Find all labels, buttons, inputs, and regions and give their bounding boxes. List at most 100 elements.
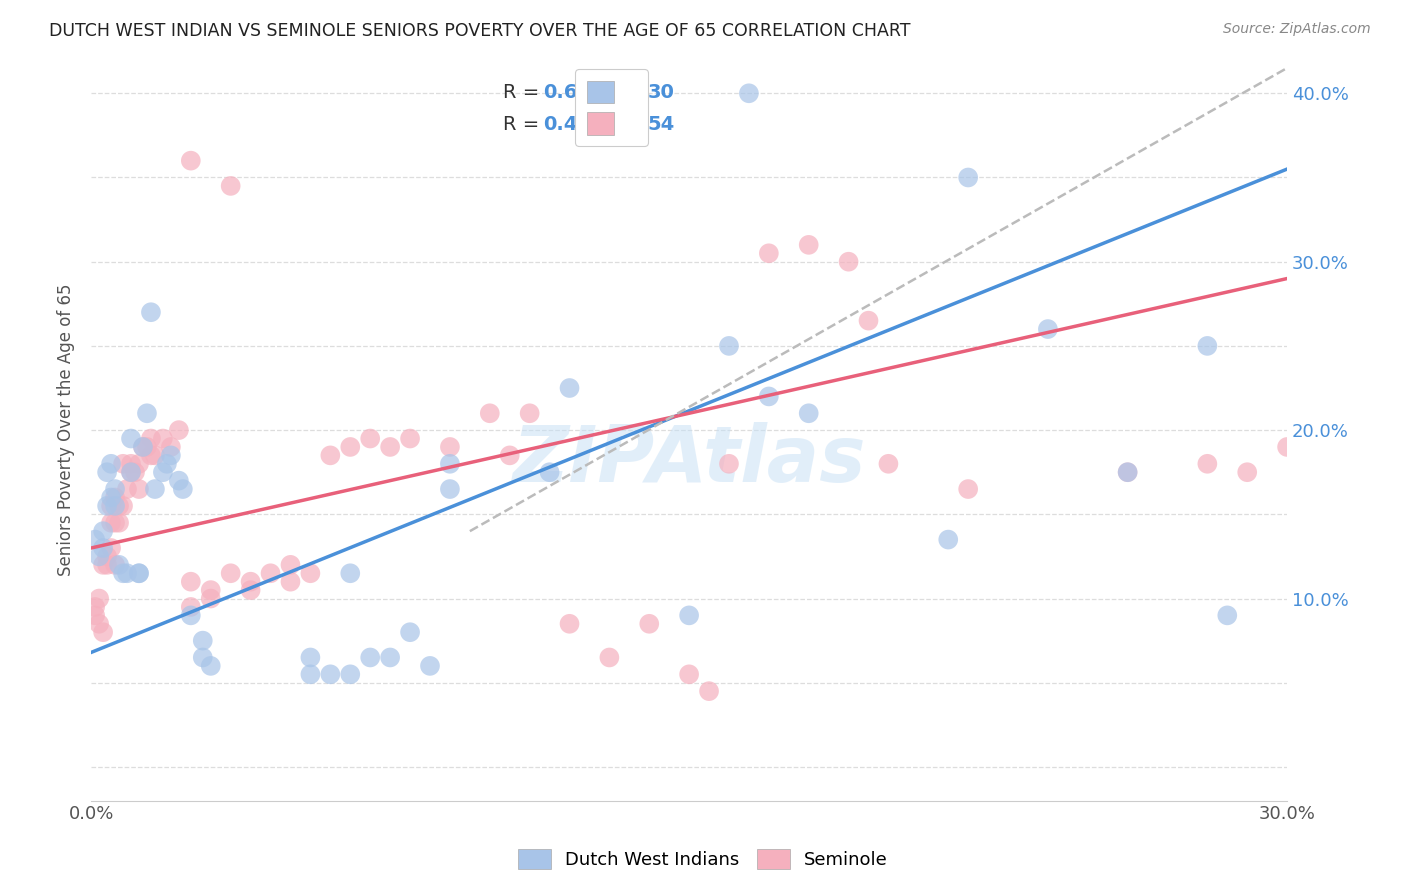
Point: [139, 305, 162, 319]
Point: [519, 406, 541, 420]
Point: [439, 457, 461, 471]
Point: [738, 87, 761, 101]
Point: [96, 465, 118, 479]
Point: [339, 667, 361, 681]
Point: [180, 153, 202, 168]
Point: [717, 457, 740, 471]
Point: [191, 650, 214, 665]
Point: [678, 608, 700, 623]
Point: [797, 406, 820, 420]
Point: [128, 457, 150, 471]
Point: [167, 423, 190, 437]
Point: [167, 474, 190, 488]
Point: [91, 558, 114, 572]
Text: 30: 30: [647, 83, 673, 102]
Point: [957, 482, 980, 496]
Point: [104, 482, 127, 496]
Point: [91, 625, 114, 640]
Text: DUTCH WEST INDIAN VS SEMINOLE SENIORS POVERTY OVER THE AGE OF 65 CORRELATION CHA: DUTCH WEST INDIAN VS SEMINOLE SENIORS PO…: [49, 22, 911, 40]
Point: [838, 254, 860, 268]
Point: [558, 616, 581, 631]
Point: [84, 599, 107, 614]
Point: [124, 465, 146, 479]
Point: [399, 625, 422, 640]
Point: [172, 482, 194, 496]
Point: [152, 432, 174, 446]
Point: [638, 616, 661, 631]
Point: [120, 465, 142, 479]
Point: [797, 238, 820, 252]
Point: [104, 499, 127, 513]
Point: [128, 566, 150, 581]
Point: [758, 246, 780, 260]
Point: [378, 440, 401, 454]
Point: [100, 491, 122, 505]
Legend: Dutch West Indians, Seminole: Dutch West Indians, Seminole: [509, 839, 897, 879]
Text: 54: 54: [647, 115, 675, 135]
Point: [91, 541, 114, 555]
Point: [299, 566, 322, 581]
Point: [112, 499, 135, 513]
Text: Source: ZipAtlas.com: Source: ZipAtlas.com: [1223, 22, 1371, 37]
Point: [180, 574, 202, 589]
Point: [1197, 457, 1219, 471]
Point: [239, 583, 262, 598]
Point: [299, 650, 322, 665]
Point: [112, 566, 135, 581]
Point: [132, 440, 155, 454]
Point: [104, 491, 127, 505]
Point: [758, 389, 780, 403]
Point: [108, 516, 131, 530]
Point: [152, 465, 174, 479]
Point: [84, 533, 107, 547]
Point: [697, 684, 720, 698]
Point: [89, 616, 111, 631]
Point: [299, 667, 322, 681]
Point: [200, 591, 222, 606]
Text: N =: N =: [612, 83, 655, 102]
Point: [136, 440, 159, 454]
Point: [538, 465, 561, 479]
Point: [112, 457, 135, 471]
Text: 0.405: 0.405: [543, 115, 605, 135]
Point: [160, 440, 183, 454]
Point: [339, 566, 361, 581]
Point: [115, 482, 138, 496]
Point: [156, 457, 179, 471]
Text: R =: R =: [502, 83, 546, 102]
Point: [160, 449, 183, 463]
Point: [180, 599, 202, 614]
Point: [104, 516, 127, 530]
Text: ZIPAtlas: ZIPAtlas: [512, 422, 866, 498]
Point: [100, 541, 122, 555]
Point: [132, 440, 155, 454]
Text: N =: N =: [612, 115, 655, 135]
Point: [877, 457, 900, 471]
Point: [319, 449, 342, 463]
Point: [108, 558, 131, 572]
Point: [89, 549, 111, 564]
Point: [858, 313, 880, 327]
Point: [100, 499, 122, 513]
Y-axis label: Seniors Poverty Over the Age of 65: Seniors Poverty Over the Age of 65: [58, 284, 75, 576]
Point: [936, 533, 959, 547]
Point: [108, 499, 131, 513]
Point: [115, 566, 138, 581]
Point: [339, 440, 361, 454]
Point: [143, 449, 166, 463]
Point: [558, 381, 581, 395]
Point: [399, 432, 422, 446]
Point: [96, 549, 118, 564]
Point: [139, 432, 162, 446]
Point: [1275, 440, 1298, 454]
Text: R =: R =: [502, 115, 546, 135]
Point: [419, 659, 441, 673]
Point: [120, 432, 142, 446]
Point: [91, 524, 114, 538]
Point: [280, 574, 302, 589]
Point: [100, 457, 122, 471]
Point: [219, 566, 242, 581]
Point: [678, 667, 700, 681]
Point: [128, 482, 150, 496]
Point: [200, 583, 222, 598]
